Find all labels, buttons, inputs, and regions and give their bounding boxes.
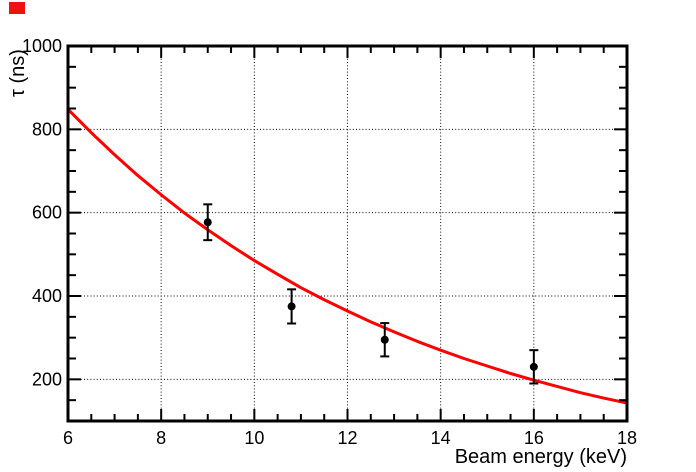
data-point-marker bbox=[287, 302, 296, 311]
y-tick-label: 400 bbox=[32, 286, 62, 306]
y-tick-label: 600 bbox=[32, 203, 62, 223]
x-tick-label: 6 bbox=[63, 428, 73, 448]
fit-curve-line bbox=[66, 107, 629, 405]
y-axis-title: τ (ns) bbox=[7, 49, 29, 97]
x-tick-label: 8 bbox=[156, 428, 166, 448]
x-tick-label: 18 bbox=[617, 428, 637, 448]
x-tick-label: 12 bbox=[337, 428, 357, 448]
data-points bbox=[203, 203, 539, 385]
fit-curve bbox=[66, 107, 629, 405]
frame-rect bbox=[66, 44, 629, 423]
red-corner-marker bbox=[9, 2, 25, 14]
x-tick-label: 16 bbox=[524, 428, 544, 448]
plot-frame bbox=[66, 44, 629, 423]
gridlines bbox=[68, 46, 627, 421]
data-point-marker bbox=[203, 218, 212, 227]
x-tick-label: 14 bbox=[431, 428, 451, 448]
y-tick-label: 800 bbox=[32, 119, 62, 139]
x-tick-label: 10 bbox=[244, 428, 264, 448]
x-axis-title: Beam energy (keV) bbox=[455, 446, 627, 468]
y-tick-label: 200 bbox=[32, 369, 62, 389]
y-tick-label: 1000 bbox=[22, 36, 62, 56]
data-point-marker bbox=[529, 362, 538, 371]
axis-ticks bbox=[67, 45, 628, 422]
data-point-marker bbox=[380, 335, 389, 344]
tick-labels: 6 8 10 12 14 16 18 200 400 600 800 1000 bbox=[22, 36, 637, 448]
